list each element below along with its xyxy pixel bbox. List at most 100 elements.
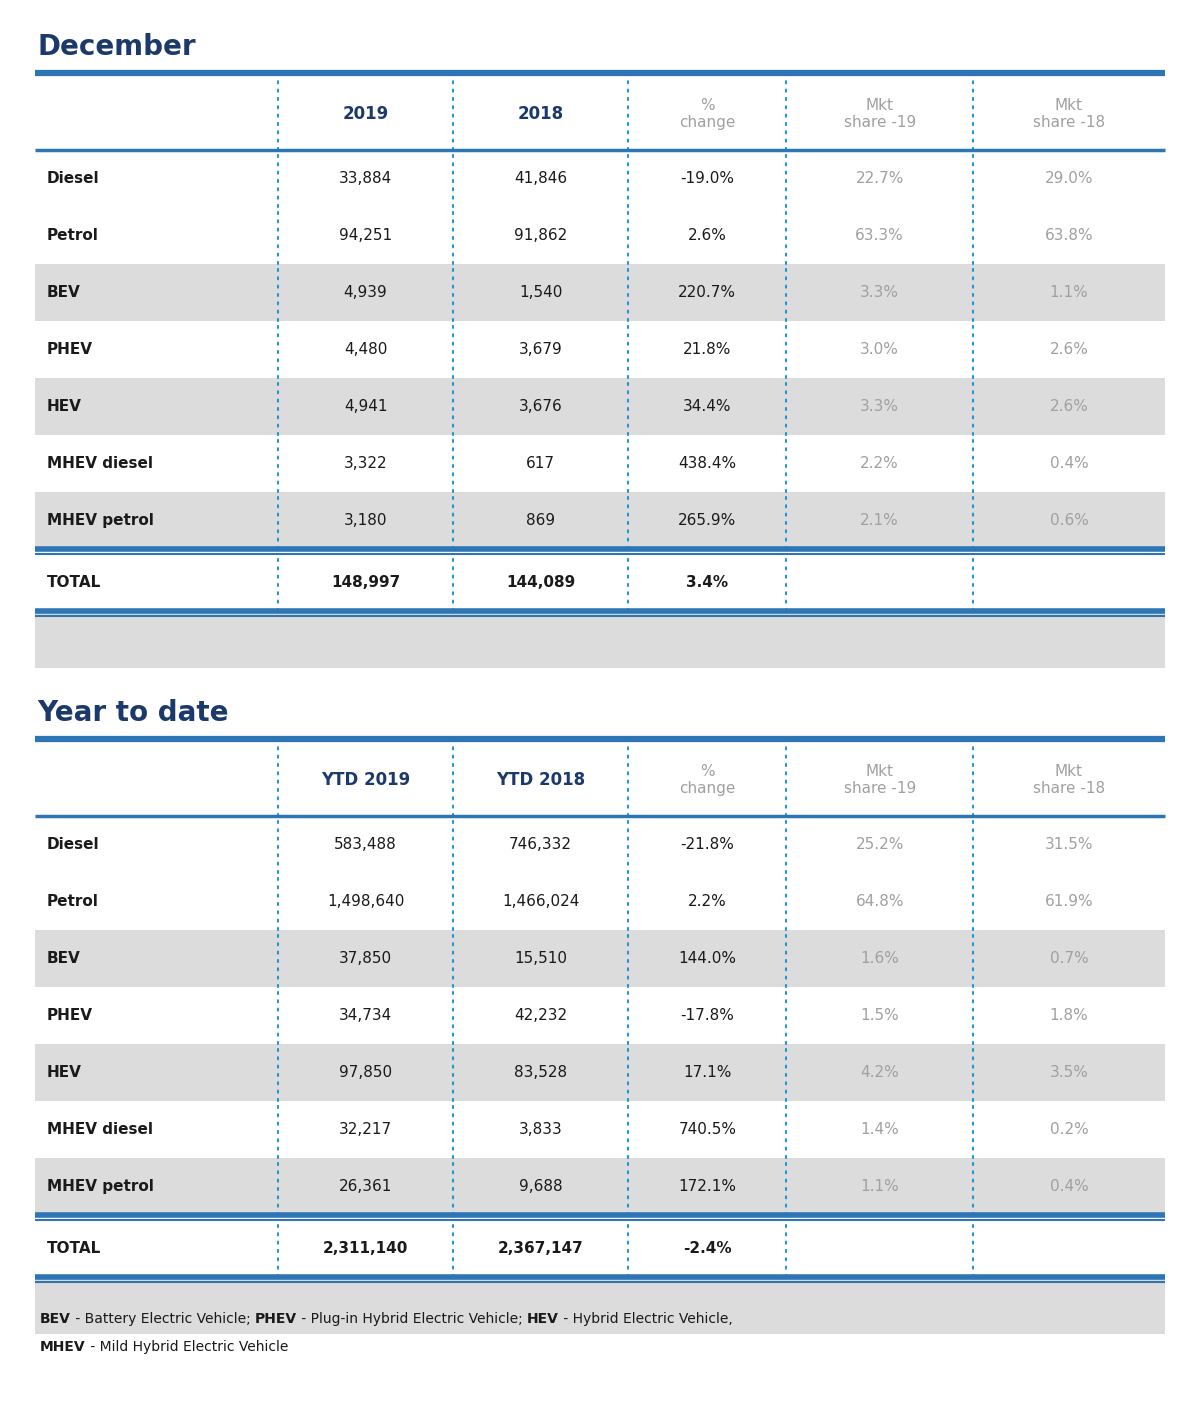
Text: 4,939: 4,939 [343, 284, 388, 300]
Text: MHEV petrol: MHEV petrol [47, 513, 154, 528]
Text: 2.2%: 2.2% [688, 894, 727, 910]
Text: 148,997: 148,997 [331, 574, 400, 590]
Bar [35, 987, 1165, 1043]
Text: Diesel: Diesel [47, 170, 100, 186]
Text: 22.7%: 22.7% [856, 170, 904, 186]
Text: 1,466,024: 1,466,024 [502, 894, 580, 910]
Text: PHEV: PHEV [256, 1312, 298, 1326]
Text: 144,089: 144,089 [506, 574, 575, 590]
Text: 3.4%: 3.4% [686, 574, 728, 590]
Text: MHEV diesel: MHEV diesel [47, 456, 154, 472]
Text: 172.1%: 172.1% [678, 1178, 737, 1194]
Text: Mkt
share -19: Mkt share -19 [844, 97, 916, 130]
Text: %
change: % change [679, 763, 736, 796]
Text: 4,480: 4,480 [344, 342, 388, 358]
Text: 3.3%: 3.3% [860, 284, 899, 300]
Text: 2.2%: 2.2% [860, 456, 899, 472]
Text: 2,311,140: 2,311,140 [323, 1240, 408, 1256]
Text: -19.0%: -19.0% [680, 170, 734, 186]
Bar [35, 1157, 1165, 1215]
Text: 4.2%: 4.2% [860, 1064, 899, 1080]
Text: 1.4%: 1.4% [860, 1122, 899, 1138]
Text: 0.4%: 0.4% [1050, 1178, 1088, 1194]
Text: 1.6%: 1.6% [860, 950, 899, 966]
Text: Mkt
share -19: Mkt share -19 [844, 763, 916, 796]
Text: 3,322: 3,322 [343, 456, 388, 472]
Text: 2.6%: 2.6% [1050, 398, 1088, 414]
Bar [35, 491, 1165, 549]
Bar [35, 1277, 1165, 1333]
Text: PHEV: PHEV [47, 342, 94, 358]
Text: 3,676: 3,676 [518, 398, 563, 414]
Bar [35, 435, 1165, 491]
Text: 1.8%: 1.8% [1050, 1008, 1088, 1024]
Bar [35, 207, 1165, 265]
Bar [35, 931, 1165, 987]
Text: 31.5%: 31.5% [1045, 836, 1093, 852]
Text: 25.2%: 25.2% [856, 836, 904, 852]
Text: 15,510: 15,510 [514, 950, 568, 966]
Bar [35, 321, 1165, 377]
Text: 21.8%: 21.8% [683, 342, 732, 358]
Text: 2.6%: 2.6% [1050, 342, 1088, 358]
Text: Mkt
share -18: Mkt share -18 [1033, 97, 1105, 130]
Text: 2019: 2019 [342, 106, 389, 122]
Text: 0.6%: 0.6% [1050, 513, 1088, 528]
Bar [35, 151, 1165, 222]
Text: 3.5%: 3.5% [1050, 1064, 1088, 1080]
Text: -17.8%: -17.8% [680, 1008, 734, 1024]
Text: - Battery Electric Vehicle;: - Battery Electric Vehicle; [71, 1312, 256, 1326]
Text: 4,941: 4,941 [343, 398, 388, 414]
Bar [35, 377, 1165, 435]
Text: 0.2%: 0.2% [1050, 1122, 1088, 1138]
Text: 97,850: 97,850 [338, 1064, 392, 1080]
Text: YTD 2018: YTD 2018 [496, 772, 586, 788]
Text: Mkt
share -18: Mkt share -18 [1033, 763, 1105, 796]
Text: 3.0%: 3.0% [860, 342, 899, 358]
Text: 438.4%: 438.4% [678, 456, 737, 472]
Text: HEV: HEV [527, 1312, 559, 1326]
Text: YTD 2019: YTD 2019 [320, 772, 410, 788]
Text: 17.1%: 17.1% [683, 1064, 732, 1080]
Text: 617: 617 [526, 456, 556, 472]
Text: 26,361: 26,361 [338, 1178, 392, 1194]
Text: BEV: BEV [47, 950, 80, 966]
Text: -2.4%: -2.4% [683, 1240, 732, 1256]
Text: 29.0%: 29.0% [1045, 170, 1093, 186]
Text: - Hybrid Electric Vehicle,: - Hybrid Electric Vehicle, [559, 1312, 733, 1326]
Text: Petrol: Petrol [47, 894, 98, 910]
Text: December: December [37, 32, 196, 61]
Text: 3,679: 3,679 [518, 342, 563, 358]
Text: Petrol: Petrol [47, 228, 98, 244]
Bar [35, 611, 1165, 667]
Text: 2,367,147: 2,367,147 [498, 1240, 583, 1256]
Bar [35, 1215, 1165, 1271]
Bar [35, 817, 1165, 888]
Text: 1.1%: 1.1% [1050, 284, 1088, 300]
Bar [35, 265, 1165, 321]
Text: BEV: BEV [40, 1312, 71, 1326]
Text: 2.1%: 2.1% [860, 513, 899, 528]
Text: 34.4%: 34.4% [683, 398, 732, 414]
Text: 746,332: 746,332 [509, 836, 572, 852]
Text: 0.7%: 0.7% [1050, 950, 1088, 966]
Text: 869: 869 [526, 513, 556, 528]
Text: 583,488: 583,488 [334, 836, 397, 852]
Text: Diesel: Diesel [47, 836, 100, 852]
Bar [35, 1101, 1165, 1157]
Text: 37,850: 37,850 [338, 950, 392, 966]
Text: 94,251: 94,251 [338, 228, 392, 244]
Text: TOTAL: TOTAL [47, 574, 101, 590]
Text: 3,180: 3,180 [343, 513, 388, 528]
Bar [35, 873, 1165, 931]
Text: 33,884: 33,884 [338, 170, 392, 186]
Text: 63.3%: 63.3% [856, 228, 904, 244]
Text: HEV: HEV [47, 1064, 82, 1080]
Text: 83,528: 83,528 [514, 1064, 568, 1080]
Text: MHEV diesel: MHEV diesel [47, 1122, 154, 1138]
Text: BEV: BEV [47, 284, 80, 300]
Text: 41,846: 41,846 [514, 170, 568, 186]
Text: PHEV: PHEV [47, 1008, 94, 1024]
Text: 2018: 2018 [517, 106, 564, 122]
Bar [35, 549, 1165, 605]
